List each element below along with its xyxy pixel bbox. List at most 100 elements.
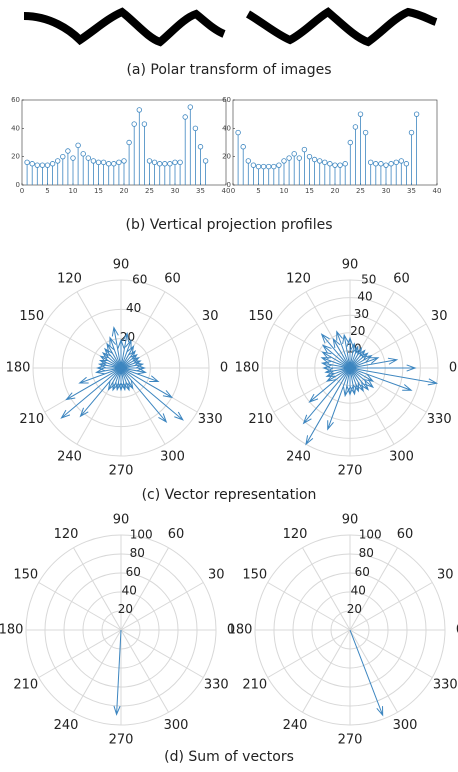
stem-marker bbox=[168, 161, 173, 166]
theta-tick-label: 30 bbox=[202, 309, 219, 324]
stem-marker bbox=[122, 159, 127, 164]
theta-tick-label: 210 bbox=[248, 412, 273, 427]
r-tick-label: 60 bbox=[132, 272, 147, 286]
x-tick-label: 25 bbox=[356, 187, 365, 195]
x-tick-label: 35 bbox=[196, 187, 205, 195]
stem-marker bbox=[132, 122, 137, 127]
stem-marker bbox=[266, 164, 271, 169]
stem-marker bbox=[384, 163, 389, 168]
caption: (c) Vector representation bbox=[142, 487, 317, 503]
theta-tick-label: 330 bbox=[427, 412, 452, 427]
stem-marker bbox=[374, 161, 379, 166]
stem-marker bbox=[198, 144, 203, 149]
stem-marker bbox=[328, 161, 333, 166]
stem-marker bbox=[302, 147, 307, 152]
r-tick-label: 60 bbox=[355, 565, 370, 579]
theta-tick-label: 240 bbox=[283, 718, 308, 733]
stem-marker bbox=[71, 156, 76, 161]
vector-arrow bbox=[61, 368, 121, 418]
y-tick-label: 20 bbox=[11, 153, 20, 161]
theta-tick-label: 210 bbox=[19, 412, 44, 427]
theta-tick-label: 150 bbox=[13, 568, 38, 583]
r-tick-label: 40 bbox=[351, 583, 366, 597]
stem-marker bbox=[297, 156, 302, 161]
vector-arrow bbox=[114, 630, 121, 714]
stem-marker bbox=[358, 112, 363, 117]
theta-tick-label: 120 bbox=[286, 271, 311, 286]
stem-marker bbox=[61, 154, 66, 159]
theta-tick-label: 30 bbox=[208, 568, 225, 583]
x-tick-label: 25 bbox=[145, 187, 154, 195]
stem-marker bbox=[96, 160, 101, 165]
stem-marker bbox=[203, 159, 208, 164]
theta-grid-line bbox=[121, 630, 169, 712]
theta-tick-label: 180 bbox=[0, 623, 23, 638]
theta-tick-label: 270 bbox=[109, 464, 134, 479]
stem-marker bbox=[343, 161, 348, 166]
theta-tick-label: 120 bbox=[57, 271, 82, 286]
x-tick-label: 0 bbox=[20, 187, 24, 195]
x-tick-label: 15 bbox=[94, 187, 103, 195]
theta-tick-label: 90 bbox=[113, 258, 130, 273]
stem-marker bbox=[142, 122, 147, 127]
stem-marker bbox=[106, 161, 111, 166]
theta-tick-label: 240 bbox=[54, 718, 79, 733]
theta-tick-label: 150 bbox=[242, 568, 267, 583]
stem-marker bbox=[236, 130, 241, 135]
theta-tick-label: 270 bbox=[338, 733, 363, 748]
stem-marker bbox=[147, 159, 152, 164]
theta-tick-label: 60 bbox=[168, 527, 185, 542]
r-tick-label: 100 bbox=[359, 528, 382, 542]
theta-tick-label: 30 bbox=[437, 568, 454, 583]
r-tick-label: 20 bbox=[347, 602, 362, 616]
x-tick-label: 5 bbox=[256, 187, 260, 195]
stem-marker bbox=[163, 161, 168, 166]
theta-tick-label: 60 bbox=[164, 271, 181, 286]
theta-tick-label: 240 bbox=[57, 450, 82, 465]
stem-marker bbox=[272, 164, 277, 169]
theta-grid-line bbox=[39, 630, 121, 678]
stem-marker bbox=[25, 160, 30, 165]
theta-tick-label: 270 bbox=[109, 733, 134, 748]
theta-tick-label: 210 bbox=[242, 678, 267, 693]
x-tick-label: 0 bbox=[231, 187, 235, 195]
stem-marker bbox=[277, 163, 282, 168]
x-tick-label: 5 bbox=[45, 187, 49, 195]
stem-marker bbox=[317, 159, 322, 164]
theta-grid-line bbox=[39, 583, 121, 631]
stem-marker bbox=[251, 163, 256, 168]
stem-marker bbox=[241, 144, 246, 149]
theta-tick-label: 120 bbox=[54, 527, 79, 542]
y-tick-label: 20 bbox=[222, 153, 231, 161]
vector-arrow bbox=[350, 368, 437, 385]
stem-marker bbox=[152, 160, 157, 165]
theta-grid-line bbox=[268, 630, 350, 678]
theta-tick-label: 330 bbox=[433, 678, 458, 693]
stem-marker bbox=[117, 160, 122, 165]
r-tick-label: 100 bbox=[130, 528, 153, 542]
theta-tick-label: 90 bbox=[342, 258, 359, 273]
theta-tick-label: 300 bbox=[164, 718, 189, 733]
stem-marker bbox=[183, 115, 188, 120]
stem-marker bbox=[379, 161, 384, 166]
stem-marker bbox=[76, 143, 81, 148]
stem-marker bbox=[282, 159, 287, 164]
theta-grid-line bbox=[74, 630, 122, 712]
stem-marker bbox=[409, 130, 414, 135]
theta-grid-line bbox=[303, 630, 351, 712]
stem-marker bbox=[292, 152, 297, 157]
theta-tick-label: 60 bbox=[397, 527, 414, 542]
y-tick-label: 40 bbox=[11, 124, 20, 132]
x-tick-label: 35 bbox=[407, 187, 416, 195]
vector-arrow bbox=[350, 630, 383, 715]
x-tick-label: 15 bbox=[305, 187, 314, 195]
stem-marker bbox=[193, 126, 198, 131]
stem-marker bbox=[50, 161, 55, 166]
theta-tick-label: 330 bbox=[204, 678, 229, 693]
x-tick-label: 10 bbox=[69, 187, 78, 195]
x-tick-label: 30 bbox=[382, 187, 391, 195]
stem-marker bbox=[307, 154, 312, 159]
theta-tick-label: 240 bbox=[286, 450, 311, 465]
theta-tick-label: 90 bbox=[342, 513, 359, 528]
theta-tick-label: 120 bbox=[283, 527, 308, 542]
